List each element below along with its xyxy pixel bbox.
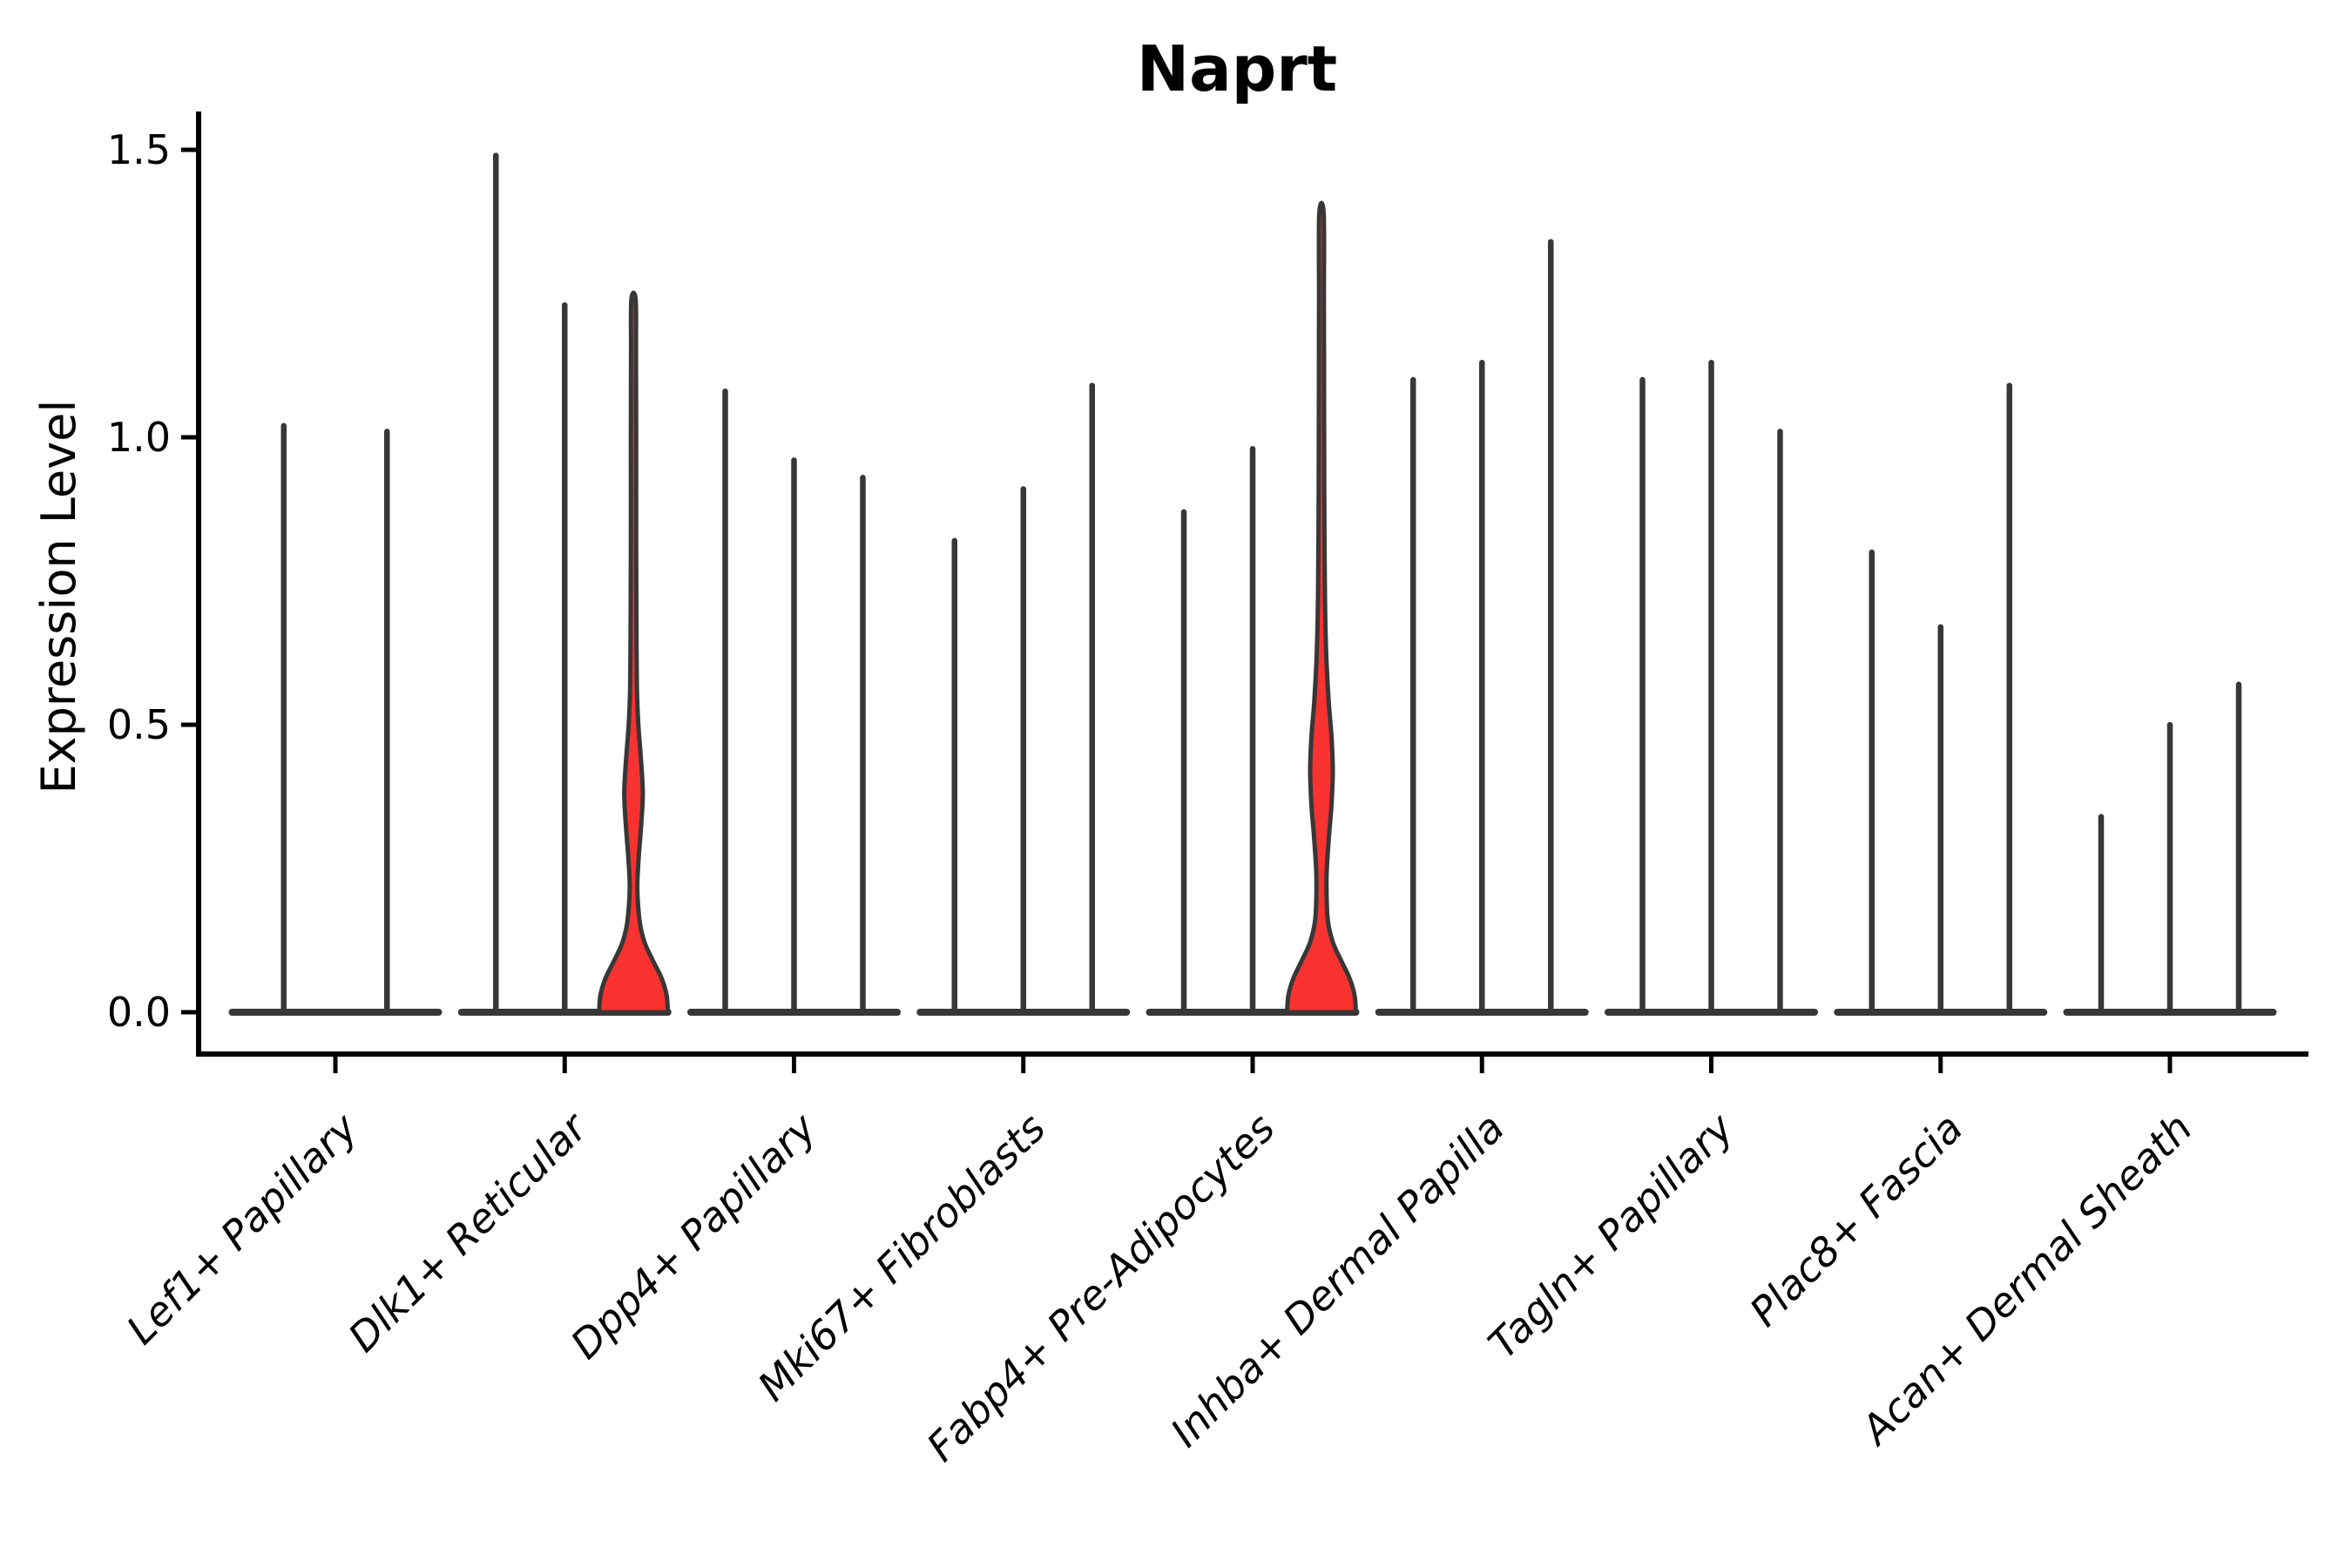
y-tick-label: 1.5 bbox=[107, 126, 171, 173]
y-tick-label: 0.5 bbox=[107, 701, 171, 748]
x-category-label: Dpp4+ Papillary bbox=[562, 1104, 826, 1368]
y-tick-label: 0.0 bbox=[107, 989, 171, 1036]
chart-title: Naprt bbox=[1137, 32, 1337, 105]
x-category-label: Dlk1+ Reticular bbox=[339, 1102, 598, 1361]
highlighted-violin bbox=[1285, 200, 1358, 1015]
highlighted-violin bbox=[597, 290, 671, 1015]
x-category-label: Tagln+ Papillary bbox=[1479, 1104, 1743, 1368]
x-category-label: Lef1+ Papillary bbox=[118, 1104, 367, 1353]
y-axis-label: Expression Level bbox=[31, 400, 86, 794]
x-category-label: Plac8+ Fascia bbox=[1740, 1105, 1971, 1335]
y-tick-label: 1.0 bbox=[107, 414, 171, 461]
